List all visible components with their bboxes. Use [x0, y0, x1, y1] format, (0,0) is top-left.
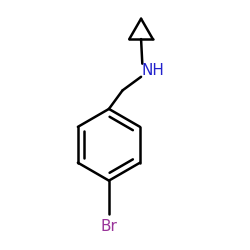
Text: NH: NH — [141, 63, 164, 78]
Text: Br: Br — [100, 219, 117, 234]
